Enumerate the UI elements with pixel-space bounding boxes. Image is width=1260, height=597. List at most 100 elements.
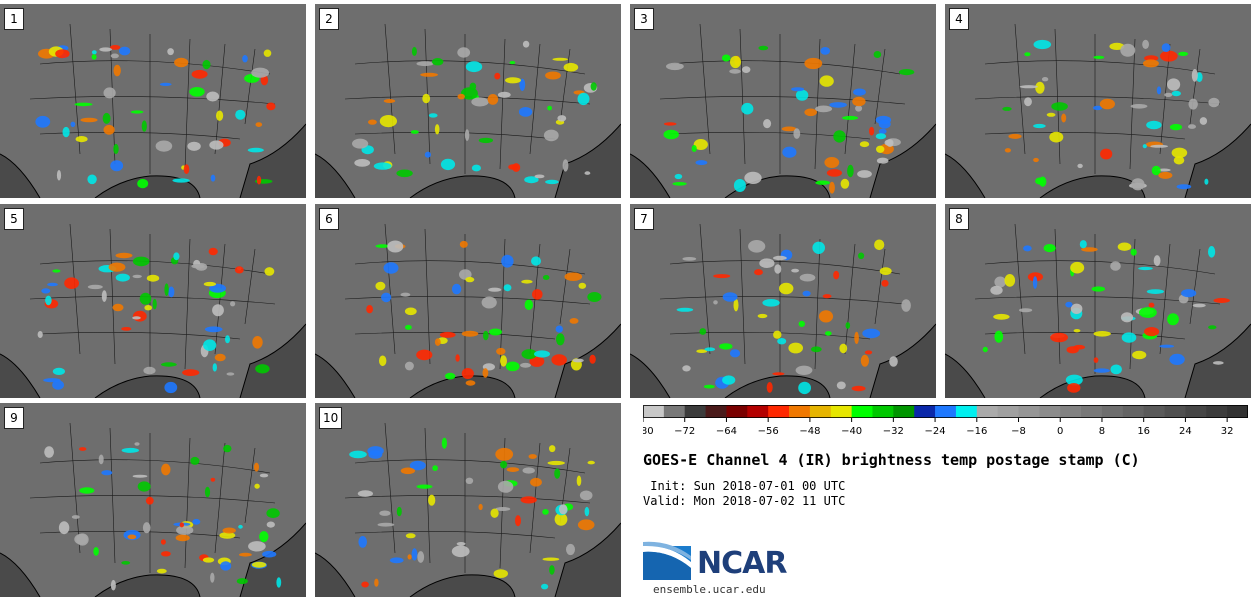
cloud-tops bbox=[366, 240, 602, 386]
colorbar-segment bbox=[1101, 405, 1124, 418]
cloud-tops bbox=[676, 239, 911, 395]
colorbar-segment bbox=[976, 405, 999, 418]
colorbar-segment bbox=[663, 405, 686, 418]
stamp-label: 9 bbox=[4, 407, 24, 429]
colorbar-segment bbox=[1185, 405, 1207, 418]
colorbar-segment bbox=[830, 405, 853, 418]
cloud-tops bbox=[1002, 39, 1220, 191]
colorbar-tick-label: 0 bbox=[1057, 426, 1063, 437]
satellite-map bbox=[945, 4, 1251, 198]
colorbar-tick-label: −24 bbox=[925, 426, 946, 437]
land-area bbox=[315, 4, 621, 198]
state-borders bbox=[974, 23, 1221, 174]
stamp-7: 7 bbox=[630, 204, 936, 398]
stamp-label: 4 bbox=[949, 8, 969, 30]
colorbar-segment bbox=[1143, 405, 1165, 418]
colorbar-segment bbox=[1081, 405, 1103, 418]
colorbar-segment bbox=[747, 405, 769, 418]
stamp-label: 6 bbox=[319, 208, 339, 230]
cloud-tops bbox=[349, 437, 595, 590]
stamp-9: 9 bbox=[0, 403, 306, 597]
satellite-map bbox=[0, 403, 306, 597]
cloud-tops bbox=[37, 247, 275, 394]
colorbar-tick-label: 24 bbox=[1179, 426, 1192, 437]
colorbar-segment bbox=[643, 405, 665, 418]
colorbar-tick-label: −80 bbox=[643, 426, 654, 437]
satellite-map bbox=[630, 4, 936, 198]
cloud-tops bbox=[35, 45, 276, 189]
coastline bbox=[315, 522, 621, 597]
colorbar-segment bbox=[872, 405, 894, 418]
colorbar-tick-label: −72 bbox=[674, 426, 695, 437]
colorbar-tick-label: −48 bbox=[799, 426, 820, 437]
land-area bbox=[630, 4, 936, 198]
colorbar-outline bbox=[643, 405, 1248, 418]
colorbar-tick-label: 32 bbox=[1221, 426, 1234, 437]
land-area bbox=[0, 4, 306, 198]
cloud-tops bbox=[663, 45, 915, 194]
colorbar-segment bbox=[1164, 405, 1186, 418]
coastline bbox=[0, 123, 306, 198]
cloud-tops bbox=[44, 442, 282, 591]
colorbar-segment bbox=[914, 405, 936, 418]
land-area bbox=[945, 204, 1251, 398]
colorbar-segment bbox=[1060, 405, 1082, 418]
land-area bbox=[630, 204, 936, 398]
colorbar-segment bbox=[684, 405, 706, 418]
colorbar-tick-label: −40 bbox=[841, 426, 862, 437]
land-area bbox=[315, 403, 621, 597]
ncar-logo: NCAR bbox=[643, 540, 803, 582]
plot-title: GOES-E Channel 4 (IR) brightness temp po… bbox=[643, 451, 1140, 469]
colorbar-tick-label: −8 bbox=[1011, 426, 1026, 437]
stamp-2: 2 bbox=[315, 4, 621, 198]
stamp-5: 5 bbox=[0, 204, 306, 398]
stamp-1: 1 bbox=[0, 4, 306, 198]
satellite-map bbox=[315, 403, 621, 597]
site-url: ensemble.ucar.edu bbox=[653, 583, 766, 596]
stamp-label: 5 bbox=[4, 208, 24, 230]
land-area bbox=[315, 204, 621, 398]
cloud-tops bbox=[352, 40, 598, 185]
colorbar-segment bbox=[726, 405, 748, 418]
ncar-wordmark: NCAR bbox=[697, 546, 787, 581]
stamp-3: 3 bbox=[630, 4, 936, 198]
stamp-4: 4 bbox=[945, 4, 1251, 198]
init-time: Init: Sun 2018-07-01 00 UTC bbox=[643, 479, 846, 493]
satellite-map bbox=[0, 204, 306, 398]
colorbar-segment bbox=[1039, 405, 1061, 418]
colorbar-tick-label: 8 bbox=[1099, 426, 1105, 437]
colorbar-segment bbox=[809, 405, 832, 418]
stamp-6: 6 bbox=[315, 204, 621, 398]
colorbar-segment bbox=[851, 405, 873, 418]
colorbar-tick-label: −32 bbox=[883, 426, 904, 437]
state-borders bbox=[974, 223, 1221, 374]
satellite-map bbox=[315, 4, 621, 198]
land-area bbox=[945, 4, 1251, 198]
cloud-tops bbox=[982, 240, 1230, 393]
colorbar-segment bbox=[1206, 405, 1228, 418]
colorbar-segment bbox=[1018, 405, 1040, 418]
stamp-label: 2 bbox=[319, 8, 339, 30]
coastline bbox=[0, 323, 306, 398]
stamp-label: 3 bbox=[634, 8, 654, 30]
stamp-10: 10 bbox=[315, 403, 621, 597]
state-borders bbox=[29, 223, 276, 374]
colorbar-segment bbox=[1227, 405, 1248, 418]
colorbar-tick-label: −16 bbox=[966, 426, 987, 437]
colorbar-tick-label: 16 bbox=[1137, 426, 1150, 437]
state-borders bbox=[659, 23, 906, 174]
valid-time: Valid: Mon 2018-07-02 11 UTC bbox=[643, 494, 846, 508]
colorbar-segment bbox=[768, 405, 790, 418]
coastline bbox=[630, 323, 936, 398]
colorbar-tick-label: −64 bbox=[716, 426, 737, 437]
coastline bbox=[945, 323, 1251, 398]
stamp-label: 10 bbox=[319, 407, 343, 429]
satellite-map bbox=[0, 4, 306, 198]
stamp-label: 1 bbox=[4, 8, 24, 30]
stamp-label: 7 bbox=[634, 208, 654, 230]
satellite-map bbox=[630, 204, 936, 398]
colorbar-segment bbox=[789, 405, 811, 418]
colorbar-segment bbox=[1122, 405, 1145, 418]
colorbar-segment bbox=[935, 405, 957, 418]
